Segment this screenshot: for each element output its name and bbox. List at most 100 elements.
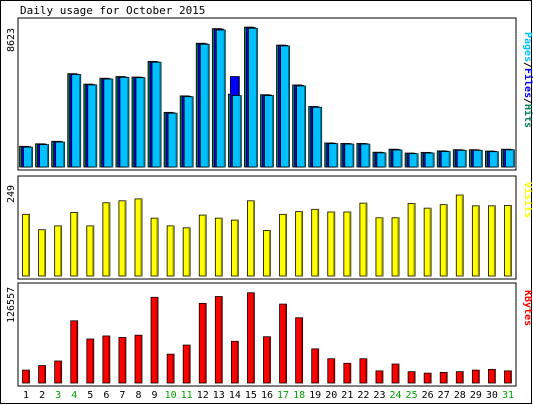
bar-visits-visits-day-9: [150, 217, 159, 277]
bar-pages-pages-day-9: [151, 61, 162, 168]
bar-visits-visits-day-6: [102, 202, 111, 277]
bar-kbytes-kbytes-day-27: [439, 371, 448, 384]
bar-kbytes-kbytes-day-31: [504, 370, 512, 384]
bar-pages-pages-day-29: [472, 149, 483, 168]
panel-pages-frame: [17, 17, 517, 171]
bar-kbytes-kbytes-day-26: [423, 372, 432, 384]
legend-visits: Visits: [522, 182, 533, 218]
bar-kbytes-kbytes-day-12: [198, 302, 207, 384]
day-label-5: 5: [87, 390, 93, 401]
bar-pages-pages-day-14: [231, 95, 242, 168]
day-label-29: 29: [470, 390, 482, 401]
day-label-31: 31: [502, 390, 514, 401]
bar-visits-visits-day-25: [407, 203, 416, 277]
day-label-8: 8: [135, 390, 141, 401]
bar-visits-visits-day-4: [70, 211, 79, 277]
bar-pages-pages-day-12: [199, 43, 210, 168]
legend-files: Files: [522, 68, 533, 98]
bar-pages-pages-day-13: [215, 29, 226, 168]
bar-pages-pages-day-11: [183, 96, 194, 168]
bar-kbytes-kbytes-day-23: [375, 370, 384, 384]
day-label-7: 7: [119, 390, 125, 401]
bar-pages-pages-day-25: [408, 153, 419, 168]
bar-kbytes-kbytes-day-19: [311, 348, 320, 384]
bar-pages-pages-day-22: [360, 143, 371, 168]
panel-kbytes-bars: [22, 292, 512, 384]
day-label-20: 20: [325, 390, 337, 401]
bar-kbytes-kbytes-day-5: [86, 338, 95, 384]
panel-visits-bars: [22, 194, 512, 277]
legend-slash-2: /: [522, 98, 533, 104]
bar-visits-visits-day-21: [343, 211, 352, 277]
bar-kbytes-kbytes-day-10: [166, 353, 175, 384]
day-label-19: 19: [309, 390, 321, 401]
day-label-9: 9: [152, 390, 158, 401]
bar-visits-visits-day-2: [38, 229, 46, 277]
day-label-24: 24: [389, 390, 401, 401]
day-label-11: 11: [181, 390, 193, 401]
bar-visits-visits-day-18: [295, 211, 304, 277]
panel-pages: 8623 Pages / Files / Hits: [6, 17, 533, 171]
bar-kbytes-kbytes-day-3: [54, 360, 63, 384]
day-label-1: 1: [23, 390, 29, 401]
bar-pages-pages-day-24: [392, 149, 403, 168]
bar-pages-pages-day-17: [280, 45, 290, 168]
bar-kbytes-kbytes-day-24: [391, 363, 400, 384]
day-label-23: 23: [373, 390, 385, 401]
bar-visits-visits-day-11: [182, 227, 191, 277]
bar-pages-pages-day-18: [296, 85, 307, 168]
day-label-17: 17: [277, 390, 289, 401]
bar-pages-pages-day-21: [344, 143, 355, 168]
bar-kbytes-kbytes-day-9: [150, 296, 159, 384]
bar-visits-visits-day-19: [311, 208, 320, 277]
day-label-13: 13: [213, 390, 225, 401]
bar-kbytes-kbytes-day-30: [488, 368, 496, 384]
bar-pages-pages-day-28: [456, 149, 467, 168]
bar-pages-pages-day-30: [489, 151, 499, 168]
bar-pages-pages-day-4: [71, 74, 82, 168]
legend-slash-1: /: [522, 62, 533, 68]
bar-kbytes-kbytes-day-8: [134, 334, 143, 384]
panel-visits-frame: [17, 175, 517, 280]
legend-kbytes: KBytes: [522, 290, 533, 326]
panel-pages-legend: Pages / Files / Hits: [522, 32, 533, 128]
bar-pages-pages-day-2: [39, 144, 49, 168]
bar-visits-visits-day-8: [134, 198, 143, 277]
bar-visits-visits-day-22: [359, 202, 368, 277]
day-label-26: 26: [422, 390, 434, 401]
day-label-2: 2: [39, 390, 45, 401]
bar-kbytes-kbytes-day-6: [102, 335, 111, 384]
bar-pages-pages-day-6: [103, 78, 114, 168]
bar-visits-visits-day-28: [455, 194, 464, 277]
bar-visits-visits-day-26: [423, 207, 432, 277]
bar-pages-pages-day-27: [440, 151, 451, 168]
bar-pages-pages-day-26: [424, 152, 435, 168]
bar-kbytes-kbytes-day-16: [263, 336, 271, 384]
bar-kbytes-kbytes-day-25: [407, 371, 416, 384]
x-axis-day-labels: 1 2 3 4 5 6 7 8 9 10 11 12 13 14 15 16 17 18 19 20 21 22 23 24 2…: [23, 390, 514, 401]
day-label-27: 27: [438, 390, 450, 401]
bar-pages-pages-day-31: [505, 149, 515, 168]
panel-kbytes: 126557 KBytes: [6, 282, 533, 387]
bar-pages-pages-day-5: [87, 84, 98, 168]
bar-kbytes-kbytes-day-17: [279, 303, 287, 384]
day-label-4: 4: [71, 390, 77, 401]
bar-visits-visits-day-20: [327, 211, 336, 277]
bar-kbytes-kbytes-day-11: [182, 344, 191, 384]
bar-kbytes-kbytes-day-13: [214, 296, 223, 384]
bar-visits-visits-day-14: [230, 219, 239, 277]
bar-kbytes-kbytes-day-2: [38, 365, 46, 384]
bar-pages-pages-day-10: [167, 112, 178, 168]
bar-visits-visits-day-5: [86, 225, 95, 277]
bar-visits-visits-day-23: [375, 217, 384, 277]
legend-hits: Hits: [522, 104, 533, 128]
bar-pages-pages-day-1: [23, 146, 33, 168]
day-label-30: 30: [486, 390, 498, 401]
bar-visits-visits-day-1: [22, 213, 30, 277]
day-label-3: 3: [55, 390, 61, 401]
bar-kbytes-kbytes-day-7: [118, 337, 127, 384]
bar-kbytes-kbytes-day-21: [343, 362, 352, 384]
bar-pages-pages-day-8: [135, 77, 146, 168]
panel-visits: 249 Visits: [6, 175, 533, 280]
panel-kbytes-max-label: 126557: [6, 287, 17, 323]
